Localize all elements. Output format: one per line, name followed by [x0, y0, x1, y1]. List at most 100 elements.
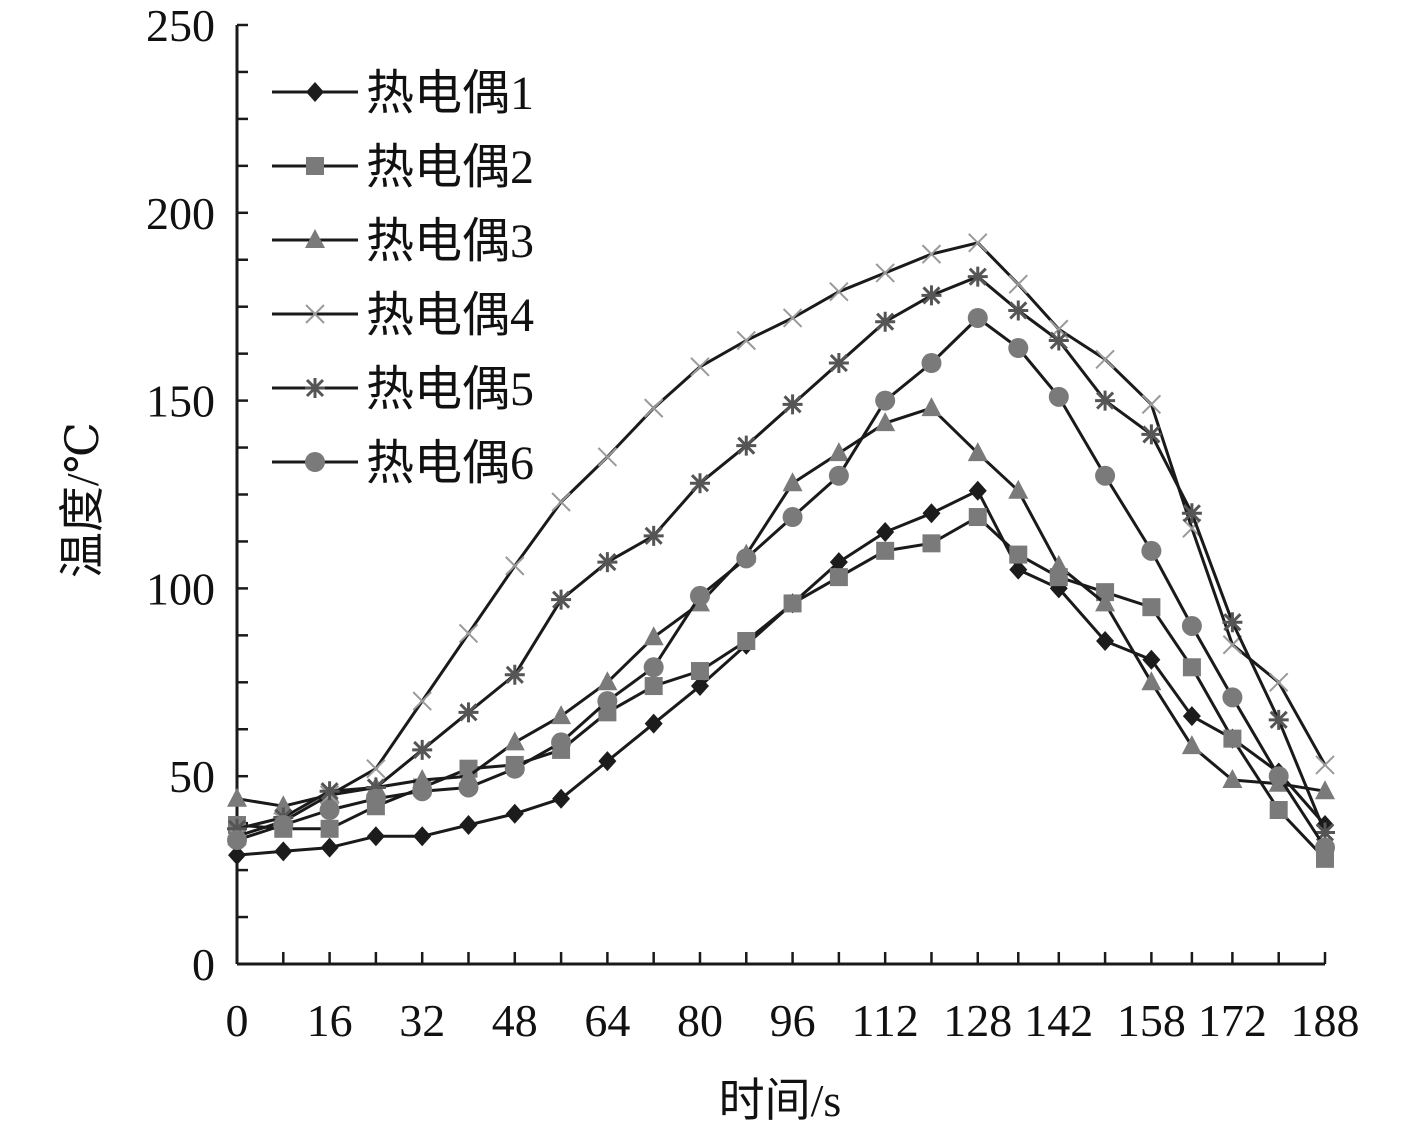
legend-marker	[305, 452, 325, 472]
data-point	[690, 676, 709, 697]
data-point	[1222, 687, 1243, 708]
legend-label: 热电偶1	[366, 67, 534, 120]
y-tick-label: 50	[169, 751, 215, 802]
data-point	[365, 788, 386, 809]
series-1	[228, 480, 1334, 866]
x-tick-label: 0	[226, 995, 249, 1046]
data-point	[690, 662, 709, 681]
data-point	[551, 492, 571, 512]
data-point	[1182, 658, 1201, 677]
data-point	[644, 677, 663, 696]
data-point	[1048, 554, 1069, 574]
data-point	[689, 585, 710, 606]
data-point	[504, 731, 525, 751]
data-point	[1096, 630, 1115, 651]
x-tick-label: 172	[1198, 995, 1267, 1046]
data-point	[829, 568, 848, 587]
y-tick-label: 250	[146, 0, 215, 51]
data-point	[597, 552, 618, 573]
legend-label: 热电偶3	[366, 215, 534, 268]
data-point	[921, 285, 942, 306]
data-point	[875, 311, 896, 332]
data-point	[1095, 592, 1116, 612]
x-tick-label: 96	[770, 995, 816, 1046]
data-point	[366, 826, 385, 847]
data-point	[597, 447, 618, 467]
data-point	[829, 552, 848, 573]
data-point	[876, 522, 895, 543]
data-point	[412, 781, 433, 802]
legend-label: 热电偶6	[366, 437, 534, 490]
data-point	[922, 534, 941, 553]
legend-item: 热电偶2	[272, 141, 534, 194]
data-point	[967, 442, 988, 462]
data-point	[736, 435, 757, 456]
data-point	[273, 815, 294, 836]
data-point	[968, 480, 987, 501]
series-layer	[227, 233, 1335, 868]
data-point	[1315, 780, 1335, 800]
axes: 0 50 100 150 200 250 0 16 32 48 64 80 96 112 128 142 158…	[146, 0, 1360, 1046]
data-point	[1268, 766, 1289, 787]
data-point	[505, 803, 524, 824]
series-line-5	[236, 275, 1327, 834]
data-point	[782, 394, 803, 415]
data-point	[1315, 822, 1335, 843]
legend-marker	[305, 304, 325, 324]
data-point	[505, 556, 525, 576]
data-point	[967, 307, 988, 328]
data-point	[273, 795, 294, 815]
data-point	[921, 244, 942, 264]
data-point	[1181, 503, 1202, 524]
data-point	[1141, 540, 1162, 561]
data-point	[458, 623, 479, 644]
data-point	[1008, 300, 1029, 321]
y-tick-label: 150	[146, 376, 215, 427]
data-point	[737, 631, 756, 650]
data-point	[875, 412, 896, 432]
data-point	[1095, 390, 1116, 411]
data-point	[1181, 735, 1202, 755]
data-point	[412, 691, 432, 711]
data-point	[736, 330, 756, 351]
x-tick-label: 128	[943, 995, 1012, 1046]
data-point	[736, 548, 757, 569]
data-point	[366, 758, 386, 779]
legend-marker	[306, 157, 324, 175]
data-point	[876, 541, 895, 560]
data-point	[1222, 612, 1243, 633]
data-point	[1141, 394, 1162, 415]
legend-marker	[305, 229, 325, 248]
legend-marker	[306, 82, 324, 102]
data-point	[319, 800, 340, 821]
data-point	[319, 781, 340, 802]
data-point	[1222, 635, 1243, 655]
series-6	[227, 307, 1335, 858]
legend-item: 热电偶5	[272, 363, 534, 416]
data-point	[643, 398, 664, 418]
y-tick-label: 200	[146, 188, 215, 239]
data-point	[875, 390, 896, 411]
data-point	[967, 266, 988, 287]
x-tick-label: 188	[1291, 995, 1360, 1046]
legend-label: 热电偶5	[366, 363, 534, 416]
data-point	[504, 758, 525, 779]
data-point	[459, 815, 478, 836]
data-point	[643, 626, 664, 646]
series-5	[227, 266, 1335, 843]
data-point	[1268, 709, 1289, 730]
data-point	[828, 353, 849, 374]
data-point	[458, 777, 479, 798]
data-point	[227, 787, 247, 807]
data-point	[227, 830, 247, 851]
data-point	[1223, 729, 1242, 748]
data-point	[921, 353, 942, 374]
legend-item: 热电偶4	[272, 289, 534, 342]
data-point	[783, 594, 802, 613]
legend-item: 热电偶6	[272, 437, 534, 490]
data-point	[228, 845, 246, 866]
legend-item: 热电偶1	[272, 67, 534, 120]
data-point	[690, 357, 710, 377]
data-point	[1222, 768, 1243, 788]
y-tick-label: 0	[192, 939, 215, 990]
